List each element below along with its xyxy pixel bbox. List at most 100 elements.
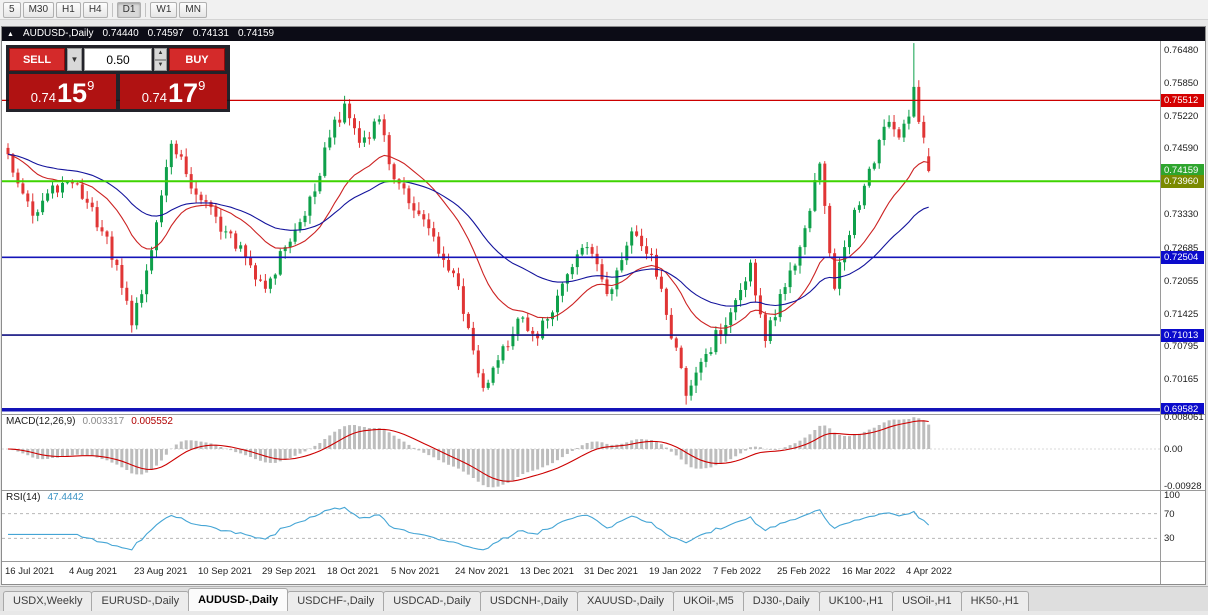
timeframe-5[interactable]: 5 [3, 1, 21, 18]
macd-axis[interactable]: 0.008061 0.00 -0.00928 [1160, 412, 1204, 492]
price-axis-tick: 0.74590 [1164, 143, 1199, 154]
chart-tab-usdchf[interactable]: USDCHF-,Daily [287, 591, 385, 611]
buy-price-prefix: 0.74 [141, 90, 168, 105]
volume-dropdown-button[interactable]: ▼ [67, 48, 82, 71]
timeframe-w1[interactable]: W1 [150, 1, 178, 18]
chart-tab-usoil[interactable]: USOil-,H1 [892, 591, 962, 611]
volume-input[interactable] [84, 48, 152, 71]
macd-signal-value: 0.005552 [131, 416, 173, 427]
price-axis-tick: 0.70795 [1164, 341, 1199, 352]
time-axis-labels: 16 Jul 2021 4 Aug 2021 23 Aug 2021 10 Sep 2… [2, 562, 1160, 584]
timeframe-h1[interactable]: H1 [56, 1, 81, 18]
sell-price-pipette: 9 [87, 78, 95, 93]
chart-tab-usdcad[interactable]: USDCAD-,Daily [383, 591, 481, 611]
time-axis-label: 13 Dec 2021 [520, 566, 574, 577]
rsi-axis[interactable]: 100 70 30 [1160, 490, 1204, 561]
chart-tab-hk50[interactable]: HK50-,H1 [960, 591, 1029, 611]
time-axis-label: 5 Nov 2021 [391, 566, 440, 577]
price-axis[interactable]: 0.76480 0.75850 0.75220 0.74590 0.73960 0.733… [1160, 41, 1204, 416]
chart-tab-eurusd[interactable]: EURUSD-,Daily [91, 591, 190, 611]
time-axis-label: 31 Dec 2021 [584, 566, 638, 577]
chart-tab-uk100[interactable]: UK100-,H1 [818, 591, 894, 611]
sell-price-prefix: 0.74 [30, 90, 57, 105]
symbol-marker-icon: ▲ [7, 31, 14, 38]
time-axis-label: 25 Feb 2022 [777, 566, 831, 577]
price-badge: 0.73960 [1161, 175, 1204, 188]
time-axis-label: 23 Aug 2021 [134, 566, 188, 577]
trade-prices-row: 0.74 15 9 0.74 17 9 [9, 74, 227, 109]
sell-price-big-digits: 15 [57, 78, 88, 108]
chart-tab-xauusd[interactable]: XAUUSD-,Daily [577, 591, 675, 611]
toolbar-separator [111, 2, 113, 17]
macd-chart [2, 417, 1160, 488]
toolbar-separator [145, 2, 147, 17]
candlestick-chart [2, 43, 1160, 412]
sell-price-display[interactable]: 0.74 15 9 [9, 74, 116, 109]
rsi-chart [2, 506, 1160, 551]
rsi-plot[interactable]: RSI(14) 47.4442 [2, 491, 1160, 561]
price-axis-tick: 0.73330 [1164, 209, 1199, 220]
ohlc-open: 0.74440 [102, 28, 139, 39]
price-axis-tick: 0.76480 [1164, 45, 1199, 56]
price-axis-tick: 0.75850 [1164, 78, 1199, 89]
macd-axis-tick: -0.00928 [1164, 481, 1202, 492]
main-chart-plot[interactable]: SELL ▼ ▲ ▼ BUY 0.74159 [2, 41, 1160, 414]
volume-up-button[interactable]: ▲ [154, 48, 167, 60]
rsi-value: 47.4442 [47, 492, 84, 503]
ma-slow-line [7, 153, 929, 307]
time-axis[interactable]: 16 Jul 2021 4 Aug 2021 23 Aug 2021 10 Sep 2… [2, 561, 1205, 584]
time-axis-label: 19 Jan 2022 [649, 566, 702, 577]
price-axis-tick: 0.75220 [1164, 111, 1199, 122]
buy-button[interactable]: BUY [169, 48, 225, 71]
volume-stepper: ▲ ▼ [154, 48, 167, 71]
macd-main-value: 0.003317 [82, 416, 125, 427]
rsi-line [8, 506, 930, 551]
buy-price-pipette: 9 [198, 78, 206, 93]
time-axis-label: 10 Sep 2021 [198, 566, 252, 577]
rsi-axis-tick: 100 [1164, 490, 1180, 501]
macd-indicator-name: MACD(12,26,9) [6, 416, 76, 427]
chart-tabs-bar: USDX,Weekly EURUSD-,Daily AUDUSD-,Daily USD… [0, 586, 1208, 611]
chevron-down-icon: ▼ [70, 55, 79, 64]
macd-signal-line [7, 420, 929, 482]
chart-window: ▲ AUDUSD-,Daily 0.74440 0.74597 0.74131 … [1, 26, 1206, 585]
chart-symbol-period: AUDUSD-,Daily [22, 28, 94, 39]
timeframe-d1[interactable]: D1 [116, 1, 142, 18]
time-axis-label: 7 Feb 2022 [713, 566, 762, 577]
axis-corner [1160, 562, 1204, 584]
one-click-trading-panel: SELL ▼ ▲ ▼ BUY 0.74159 [6, 45, 230, 112]
macd-axis-tick: 0.00 [1164, 444, 1183, 455]
volume-down-button[interactable]: ▼ [154, 59, 167, 71]
macd-plot[interactable]: MACD(12,26,9) 0.003317 0.005552 [2, 415, 1160, 490]
price-badge: 0.69582 [1161, 403, 1204, 416]
ohlc-close: 0.74159 [237, 28, 275, 39]
sell-button[interactable]: SELL [9, 48, 65, 71]
chart-tab-usdcnh[interactable]: USDCNH-,Daily [479, 591, 579, 611]
chart-info-bar: ▲ AUDUSD-,Daily 0.74440 0.74597 0.74131 … [2, 27, 1205, 41]
chart-tab-usdx[interactable]: USDX,Weekly [3, 591, 93, 611]
rsi-axis-tick: 70 [1164, 509, 1175, 520]
price-badge: 0.72504 [1161, 251, 1204, 264]
chart-tab-dj30[interactable]: DJ30-,Daily [742, 591, 820, 611]
time-axis-label: 4 Apr 2022 [906, 566, 952, 577]
macd-axis-tick: 0.008061 [1164, 412, 1204, 423]
main-chart-panel: SELL ▼ ▲ ▼ BUY 0.74159 [2, 41, 1205, 416]
ohlc-low: 0.74131 [192, 28, 229, 39]
chart-tab-ukoil[interactable]: UKOil-,M5 [673, 591, 744, 611]
buy-price-display[interactable]: 0.74 17 9 [120, 74, 227, 109]
rsi-axis-tick: 30 [1164, 533, 1175, 544]
chart-tab-audusd[interactable]: AUDUSD-,Daily [188, 588, 289, 611]
trade-controls-row: SELL ▼ ▲ ▼ BUY [9, 48, 227, 71]
timeframe-h4[interactable]: H4 [82, 1, 108, 18]
macd-panel: MACD(12,26,9) 0.003317 0.005552 0.008061… [2, 412, 1205, 492]
price-badge: 0.74159 [1161, 164, 1204, 177]
macd-histogram [11, 417, 931, 488]
price-badge: 0.75512 [1161, 94, 1204, 107]
macd-label: MACD(12,26,9) 0.003317 0.005552 [6, 416, 173, 427]
time-axis-label: 24 Nov 2021 [455, 566, 509, 577]
timeframe-mn[interactable]: MN [179, 1, 207, 18]
time-axis-label: 29 Sep 2021 [262, 566, 316, 577]
timeframe-m30[interactable]: M30 [22, 1, 55, 18]
time-axis-label: 4 Aug 2021 [69, 566, 118, 577]
